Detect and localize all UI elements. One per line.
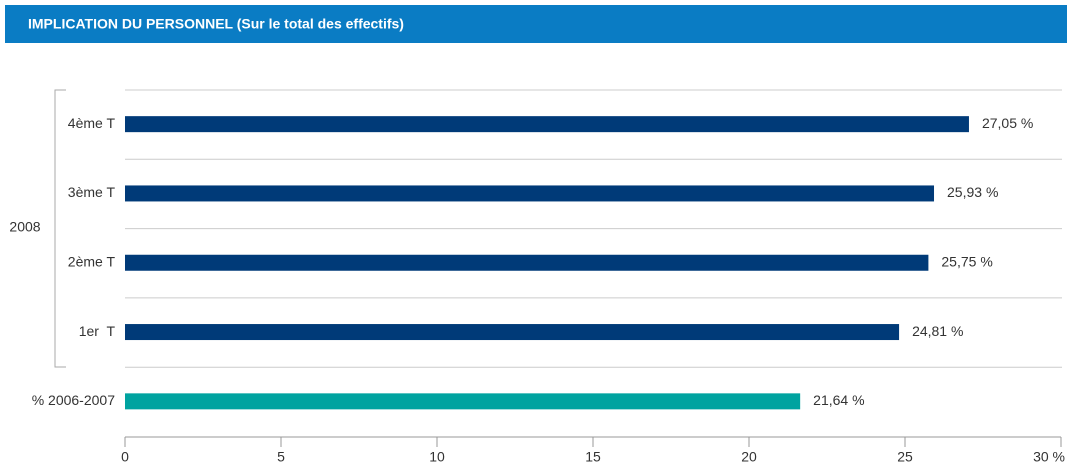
bar bbox=[125, 324, 900, 341]
group-label: 2008 bbox=[9, 219, 40, 235]
y-tick-label: % 2006-2007 bbox=[32, 392, 116, 408]
value-label: 25,75 % bbox=[941, 253, 992, 269]
x-tick-label: 25 bbox=[897, 449, 913, 465]
value-label: 21,64 % bbox=[813, 392, 864, 408]
bar bbox=[125, 116, 969, 133]
value-label: 27,05 % bbox=[982, 115, 1033, 131]
value-label: 25,93 % bbox=[947, 184, 998, 200]
x-tick-label: 30 % bbox=[1033, 449, 1065, 465]
group-bracket bbox=[54, 89, 66, 368]
bar bbox=[125, 254, 929, 271]
x-tick-label: 20 bbox=[741, 449, 757, 465]
y-tick-label: 4ème T bbox=[68, 115, 116, 131]
value-label: 24,81 % bbox=[912, 323, 963, 339]
header-bar bbox=[5, 5, 1067, 43]
x-tick-label: 5 bbox=[277, 449, 285, 465]
x-tick-label: 15 bbox=[585, 449, 601, 465]
chart-title: IMPLICATION DU PERSONNEL (Sur le total d… bbox=[28, 16, 404, 32]
x-tick-label: 0 bbox=[121, 449, 129, 465]
y-tick-label: 1er T bbox=[79, 323, 116, 339]
bar bbox=[125, 393, 801, 410]
y-tick-label: 3ème T bbox=[68, 184, 116, 200]
x-tick-label: 10 bbox=[429, 449, 445, 465]
y-tick-label: 2ème T bbox=[68, 253, 116, 269]
bar bbox=[125, 185, 935, 202]
